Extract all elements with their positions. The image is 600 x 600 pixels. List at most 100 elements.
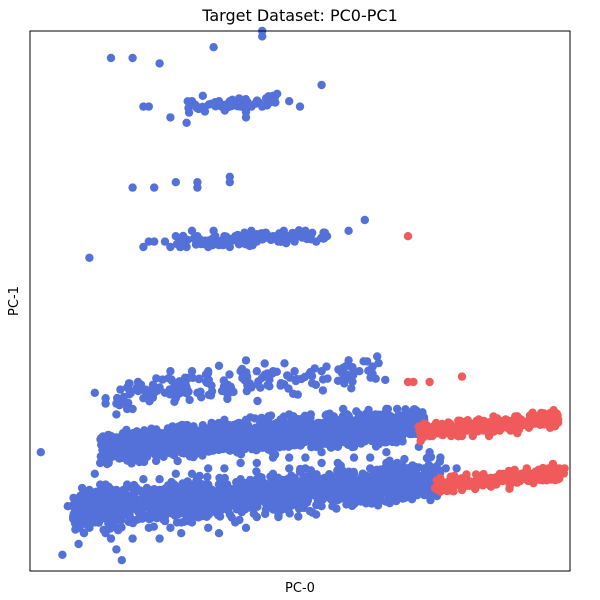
blue-point	[171, 496, 180, 505]
blue-point	[187, 491, 197, 500]
blue-point	[376, 491, 386, 500]
red-point	[436, 485, 445, 495]
blue-point	[268, 91, 278, 101]
blue-point	[252, 97, 261, 106]
blue-point	[151, 456, 161, 466]
blue-point	[174, 422, 183, 431]
blue-point	[148, 380, 158, 389]
blue-point	[225, 502, 234, 511]
blue-point	[349, 370, 358, 380]
blue-point	[155, 475, 164, 484]
blue-point	[322, 410, 332, 419]
blue-point	[382, 404, 391, 414]
blue-point	[329, 434, 338, 443]
blue-point	[204, 491, 213, 500]
blue-point	[183, 509, 192, 518]
blue-point	[209, 226, 218, 235]
blue-point	[220, 491, 229, 500]
red-point	[479, 426, 488, 435]
blue-point	[268, 469, 278, 478]
blue-point	[139, 394, 148, 403]
red-point	[484, 480, 494, 489]
red-point	[522, 421, 531, 430]
blue-point	[187, 469, 197, 478]
blue-point	[420, 480, 429, 489]
blue-point	[305, 506, 315, 516]
blue-point	[287, 420, 297, 429]
blue-point	[323, 426, 332, 436]
blue-point	[128, 534, 137, 543]
blue-point	[139, 502, 148, 511]
blue-point	[317, 80, 326, 90]
blue-point	[323, 374, 332, 383]
blue-point	[251, 423, 260, 433]
blue-point	[241, 523, 251, 532]
blue-point	[219, 376, 228, 385]
blue-point	[258, 422, 267, 431]
blue-point	[366, 464, 375, 473]
blue-point	[182, 389, 191, 398]
blue-point	[366, 453, 375, 462]
x-axis-label: PC-0	[285, 581, 315, 596]
blue-point	[214, 529, 224, 538]
blue-point	[144, 523, 153, 532]
blue-point	[207, 418, 216, 428]
blue-point	[327, 441, 336, 451]
blue-point	[171, 178, 180, 187]
blue-point	[166, 113, 175, 122]
blue-point	[198, 91, 207, 101]
blue-point	[143, 444, 152, 453]
blue-point	[253, 380, 262, 389]
red-point	[490, 421, 499, 430]
blue-point	[191, 240, 201, 249]
blue-point	[425, 475, 434, 484]
blue-point	[177, 529, 186, 538]
blue-point	[425, 448, 434, 457]
blue-point	[128, 404, 137, 414]
blue-point	[74, 539, 83, 549]
blue-point	[374, 429, 383, 439]
blue-point	[123, 383, 132, 392]
blue-point	[349, 442, 359, 451]
blue-point	[355, 367, 364, 376]
blue-point	[280, 359, 289, 368]
blue-point	[318, 386, 328, 395]
blue-point	[306, 368, 315, 377]
blue-point	[139, 475, 148, 484]
blue-point	[135, 513, 144, 522]
blue-point	[204, 242, 213, 252]
red-point	[428, 431, 437, 441]
blue-point	[285, 464, 294, 473]
blue-point	[317, 458, 326, 468]
blue-point	[274, 496, 283, 505]
blue-point	[236, 493, 245, 502]
blue-point	[203, 472, 212, 482]
blue-point	[209, 43, 218, 52]
blue-point	[150, 388, 159, 397]
blue-point	[355, 480, 364, 489]
blue-point	[436, 453, 445, 462]
blue-point	[323, 476, 333, 485]
blue-point	[129, 485, 139, 494]
blue-point	[268, 480, 278, 489]
blue-point	[166, 367, 175, 376]
blue-point	[113, 515, 122, 524]
blue-point	[182, 118, 191, 128]
blue-point	[237, 441, 246, 450]
red-point	[463, 426, 472, 435]
blue-point	[236, 485, 245, 495]
red-point	[484, 431, 494, 441]
blue-point	[306, 491, 315, 500]
blue-point	[166, 431, 175, 441]
blue-point	[339, 404, 348, 414]
blue-point	[199, 447, 208, 457]
blue-point	[441, 464, 450, 473]
blue-point	[128, 518, 137, 527]
blue-point	[382, 458, 391, 468]
blue-point	[177, 237, 186, 246]
blue-point	[357, 422, 366, 431]
blue-point	[166, 242, 175, 252]
red-point	[447, 431, 456, 441]
y-axis-label: PC-1	[7, 286, 22, 316]
blue-point	[242, 375, 251, 384]
